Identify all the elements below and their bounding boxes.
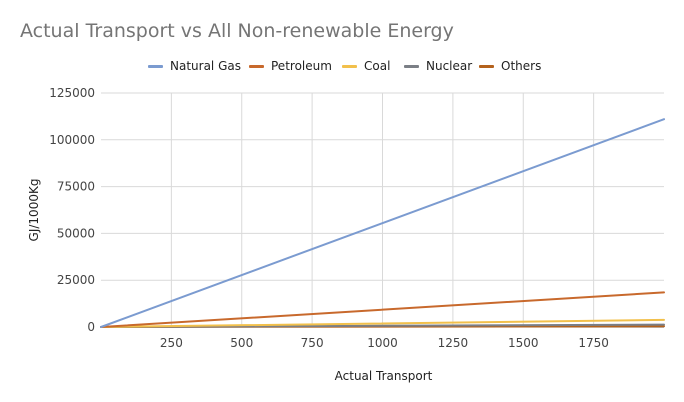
y-tick-label: 75000: [57, 180, 95, 194]
legend-label: Natural Gas: [170, 59, 241, 73]
x-tick-label: 1750: [578, 336, 609, 350]
x-tick-label: 500: [230, 336, 253, 350]
x-tick-label: 1250: [438, 336, 469, 350]
series-line-coal: [100, 318, 665, 328]
chart-title: Actual Transport vs All Non-renewable En…: [20, 20, 454, 42]
x-tick-label: 750: [301, 336, 324, 350]
legend-item-others: Others: [479, 58, 541, 74]
series-line-natural-gas: [100, 118, 665, 328]
legend-item-petroleum: Petroleum: [249, 58, 332, 74]
legend-swatch: [404, 64, 419, 68]
y-axis-title: GJ/1000Kg: [27, 179, 41, 242]
x-tick-label: 1500: [508, 336, 539, 350]
legend-swatch: [249, 64, 264, 68]
y-tick-label: 125000: [49, 86, 95, 100]
legend-swatch: [479, 64, 494, 68]
legend-label: Coal: [364, 59, 391, 73]
legend-label: Petroleum: [271, 59, 332, 73]
legend: Natural Gas Petroleum Coal Nuclear Others: [0, 58, 684, 74]
legend-label: Others: [501, 59, 542, 73]
legend-swatch: [342, 64, 357, 68]
y-tick-label: 0: [87, 320, 95, 334]
x-tick-label: 1000: [367, 336, 398, 350]
y-tick-label: 50000: [57, 226, 95, 240]
x-axis-title: Actual Transport: [335, 369, 433, 383]
legend-item-natural-gas: Natural Gas: [148, 58, 241, 74]
x-tick-label: 250: [160, 336, 183, 350]
y-tick-label: 100000: [49, 133, 95, 147]
legend-label: Nuclear: [426, 59, 473, 73]
legend-swatch: [148, 64, 163, 68]
legend-item-coal: Coal: [342, 58, 390, 74]
series-line-petroleum: [100, 291, 665, 328]
legend-item-nuclear: Nuclear: [404, 58, 472, 74]
y-tick-label: 25000: [57, 273, 95, 287]
